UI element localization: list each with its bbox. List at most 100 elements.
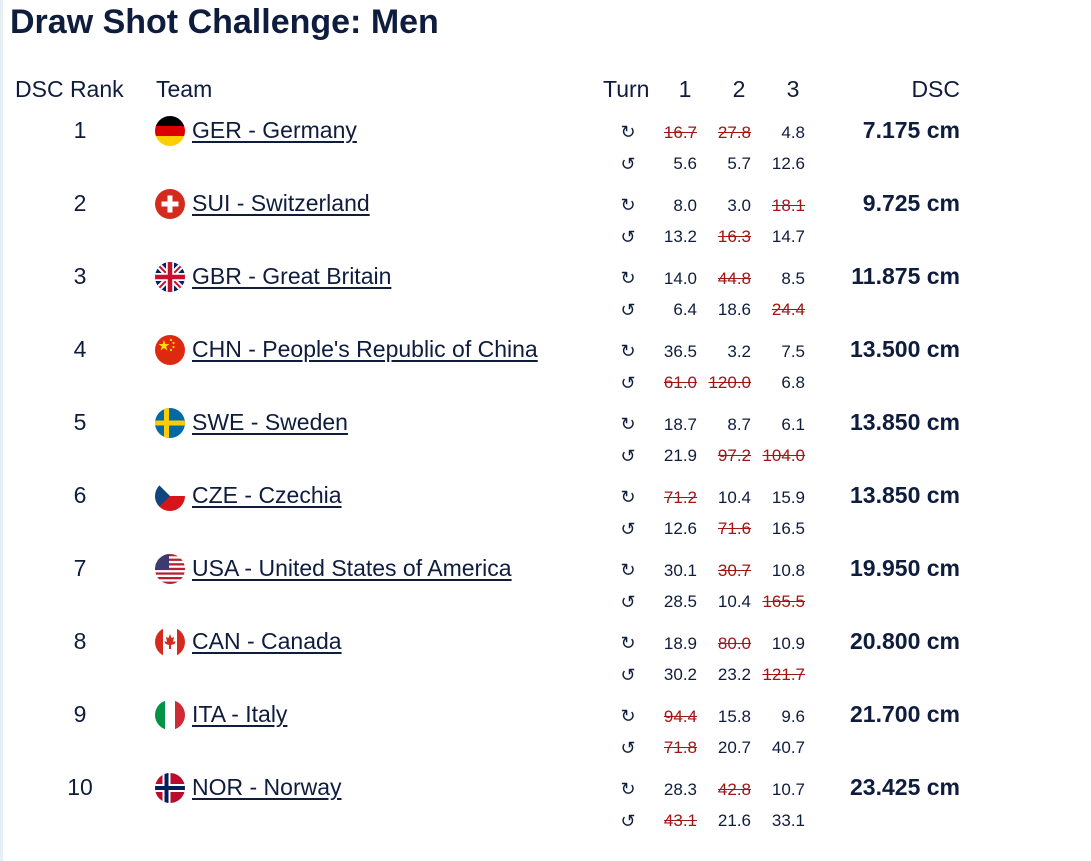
shot-value: 16.5 — [771, 519, 805, 538]
shot-value: 20.7 — [717, 738, 751, 757]
dsc-value: 11.875 cm — [851, 263, 960, 289]
dropped-shot-value: 120.0 — [708, 373, 751, 392]
table-row: 1 GER - Germany ↻ ↺ 16.7 27.8 4.8 5.6 5.7 12.6 7.1… — [0, 116, 1091, 189]
dropped-shot-value: 94.4 — [663, 707, 697, 726]
team-link[interactable]: ITA - Italy — [192, 701, 288, 727]
table-row: 8 CAN - Canada ↻ ↺ 18.9 80.0 10.9 30.2 23.2 121.7… — [0, 627, 1091, 700]
counterclockwise-turn-icon: ↺ — [620, 373, 636, 393]
shot-value: 18.7 — [663, 415, 697, 434]
clockwise-turn-icon: ↻ — [620, 341, 636, 361]
counterclockwise-turn-icon: ↺ — [620, 446, 636, 466]
sweden-flag-icon — [155, 408, 185, 438]
shot-value: 14.0 — [663, 269, 697, 288]
shot-value: 21.6 — [717, 811, 751, 830]
table-row: 5 SWE - Sweden ↻ ↺ 18.7 8.7 6.1 21.9 97.2 104.0 13… — [0, 408, 1091, 481]
header-turn: Turn — [603, 76, 650, 102]
dropped-shot-value: 30.7 — [717, 561, 751, 580]
rank-cell: 9 — [73, 701, 87, 727]
header-dsc: DSC — [911, 76, 960, 102]
shot-value: 28.5 — [663, 592, 697, 611]
dsc-value: 13.850 cm — [850, 482, 960, 508]
counterclockwise-turn-icon: ↺ — [620, 227, 636, 247]
shot-value: 14.7 — [771, 227, 805, 246]
dropped-shot-value: 165.5 — [762, 592, 805, 611]
shot-value: 3.0 — [727, 196, 751, 215]
shot-value: 8.5 — [781, 269, 805, 288]
dropped-shot-value: 18.1 — [771, 196, 805, 215]
header-dsc-rank: DSC Rank — [15, 76, 124, 102]
team-link[interactable]: GER - Germany — [192, 117, 357, 143]
page-edge — [0, 0, 3, 861]
team-link[interactable]: SUI - Switzerland — [192, 190, 370, 216]
canada-flag-icon — [155, 627, 185, 657]
shot-value: 18.9 — [663, 634, 697, 653]
header-shot-1: 1 — [678, 76, 692, 102]
header-shot-3: 3 — [786, 76, 800, 102]
shot-value: 15.9 — [771, 488, 805, 507]
clockwise-turn-icon: ↻ — [620, 414, 636, 434]
counterclockwise-turn-icon: ↺ — [620, 811, 636, 831]
shot-value: 10.8 — [771, 561, 805, 580]
shot-value: 3.2 — [727, 342, 751, 361]
dsc-value: 23.425 cm — [850, 774, 960, 800]
shot-value: 10.7 — [771, 780, 805, 799]
dropped-shot-value: 71.8 — [663, 738, 697, 757]
dropped-shot-value: 121.7 — [762, 665, 805, 684]
header-team: Team — [156, 76, 213, 102]
shot-value: 10.4 — [717, 592, 751, 611]
shot-value: 13.2 — [663, 227, 697, 246]
shot-value: 5.7 — [727, 154, 751, 173]
czechia-flag-icon — [155, 481, 185, 511]
shot-value: 18.6 — [717, 300, 751, 319]
shot-value: 30.2 — [663, 665, 697, 684]
team-link[interactable]: CHN - People's Republic of China — [192, 336, 538, 362]
table-row: 6 CZE - Czechia ↻ ↺ 71.2 10.4 15.9 12.6 71.6 16.5… — [0, 481, 1091, 554]
dropped-shot-value: 16.3 — [717, 227, 751, 246]
dropped-shot-value: 61.0 — [663, 373, 697, 392]
dropped-shot-value: 16.7 — [663, 123, 697, 142]
team-link[interactable]: GBR - Great Britain — [192, 263, 392, 289]
shot-value: 40.7 — [771, 738, 805, 757]
dropped-shot-value: 71.6 — [717, 519, 751, 538]
team-link[interactable]: NOR - Norway — [192, 774, 342, 800]
team-link[interactable]: SWE - Sweden — [192, 409, 348, 435]
shot-value: 10.9 — [771, 634, 805, 653]
team-link[interactable]: CAN - Canada — [192, 628, 342, 654]
clockwise-turn-icon: ↻ — [620, 195, 636, 215]
shot-value: 9.6 — [781, 707, 805, 726]
shot-value: 15.8 — [717, 707, 751, 726]
rank-cell: 1 — [73, 117, 87, 143]
dropped-shot-value: 42.8 — [717, 780, 751, 799]
dropped-shot-value: 80.0 — [717, 634, 751, 653]
dsc-value: 7.175 cm — [862, 117, 960, 143]
germany-flag-icon — [155, 116, 185, 146]
dsc-value: 21.700 cm — [850, 701, 960, 727]
shot-value: 36.5 — [663, 342, 697, 361]
clockwise-turn-icon: ↻ — [620, 268, 636, 288]
shot-value: 30.1 — [663, 561, 697, 580]
dsc-value: 20.800 cm — [850, 628, 960, 654]
china-flag-icon — [155, 335, 185, 365]
shot-value: 8.0 — [673, 196, 697, 215]
great-britain-flag-icon — [155, 262, 185, 292]
clockwise-turn-icon: ↻ — [620, 706, 636, 726]
table-row: 2 SUI - Switzerland ↻ ↺ 8.0 3.0 18.1 13.2 16.3 14… — [0, 189, 1091, 262]
dropped-shot-value: 97.2 — [717, 446, 751, 465]
dropped-shot-value: 43.1 — [663, 811, 697, 830]
table-row: 10 NOR - Norway ↻ ↺ 28.3 42.8 10.7 43.1 21.6 33.1… — [0, 773, 1091, 846]
dsc-value: 19.950 cm — [850, 555, 960, 581]
shot-value: 21.9 — [663, 446, 697, 465]
switzerland-flag-icon — [155, 189, 185, 219]
rank-cell: 6 — [73, 482, 87, 508]
counterclockwise-turn-icon: ↺ — [620, 300, 636, 320]
dropped-shot-value: 27.8 — [717, 123, 751, 142]
shot-value: 33.1 — [771, 811, 805, 830]
dropped-shot-value: 44.8 — [717, 269, 751, 288]
counterclockwise-turn-icon: ↺ — [620, 592, 636, 612]
team-link[interactable]: CZE - Czechia — [192, 482, 342, 508]
rank-cell: 8 — [73, 628, 87, 654]
team-link[interactable]: USA - United States of America — [192, 555, 512, 581]
table-row: 3 GBR - Great Britain ↻ ↺ 14.0 44.8 8.5 6.4 18.6… — [0, 262, 1091, 335]
usa-flag-icon — [155, 554, 185, 584]
counterclockwise-turn-icon: ↺ — [620, 738, 636, 758]
